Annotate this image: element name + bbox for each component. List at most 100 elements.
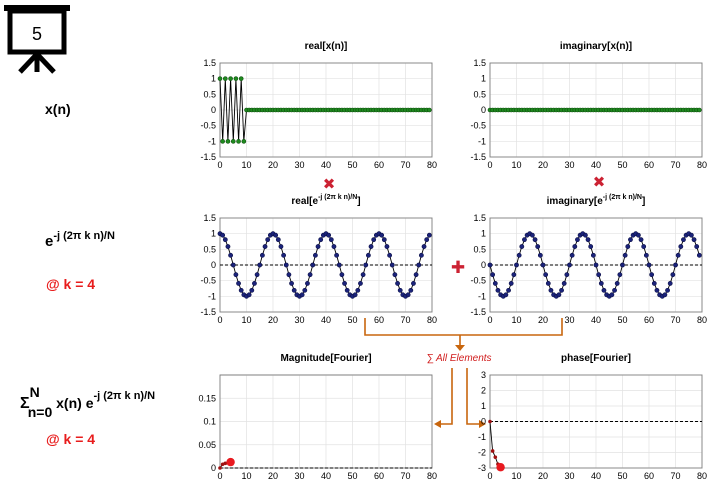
x-tick-label: 50	[617, 471, 627, 481]
data-point	[678, 244, 684, 249]
y-tick-label: 0	[211, 260, 216, 270]
data-point	[226, 457, 235, 467]
chart-title-main: phase[Fourier]	[561, 353, 631, 364]
x-tick-label: 70	[400, 160, 410, 170]
data-point	[646, 262, 652, 268]
data-point	[283, 262, 289, 268]
multiply-icon-1: ✖	[323, 175, 336, 193]
x-tick-label: 10	[511, 315, 521, 325]
data-point	[265, 237, 271, 243]
data-point	[222, 237, 228, 243]
data-point	[331, 244, 337, 249]
data-point	[365, 252, 371, 258]
data-point	[218, 466, 222, 470]
chart-imag-x: 1.510.50-0.5-1-1.50 10 20 30 40 50 60 70 80imagi…	[470, 41, 707, 170]
y-tick-label: -0.5	[200, 276, 216, 286]
data-point	[620, 262, 625, 268]
x-tick-label: 40	[591, 315, 601, 325]
data-point	[363, 262, 369, 268]
data-point	[259, 252, 265, 258]
chart-title: phase[Fourier]	[561, 353, 631, 364]
data-point	[273, 232, 279, 238]
data-point	[596, 272, 602, 278]
x-tick-label: 20	[268, 471, 278, 481]
y-tick-label: 0.1	[203, 417, 216, 427]
x-tick-label: 30	[294, 160, 304, 170]
data-point	[590, 252, 596, 258]
y-tick-label: 0.5	[203, 89, 216, 99]
x-tick-label: 60	[374, 160, 384, 170]
presentation-board-icon	[4, 5, 70, 74]
x-tick-label: 60	[644, 315, 654, 325]
data-point	[572, 244, 578, 249]
y-tick-label: 0	[481, 105, 486, 115]
x-tick-label: 0	[487, 471, 492, 481]
x-tick-label: 60	[374, 315, 384, 325]
data-point	[548, 287, 554, 293]
data-point	[614, 281, 620, 286]
x-tick-label: 30	[564, 160, 574, 170]
y-tick-label: -1	[478, 432, 486, 442]
data-point	[628, 237, 633, 243]
data-point	[681, 237, 686, 243]
row3-k-label: @ k = 4	[46, 431, 95, 447]
data-point	[384, 244, 390, 249]
x-tick-label: 10	[241, 315, 251, 325]
x-tick-label: 40	[321, 315, 331, 325]
data-point	[228, 76, 233, 81]
chart-real-exp: 1.510.50-0.5-1-1.50 10 20 30 40 50 60 70 80real[…	[200, 194, 437, 325]
data-point	[339, 272, 345, 278]
data-point	[220, 139, 225, 144]
arrowheads	[434, 345, 486, 428]
row2-label-base: e	[45, 233, 53, 250]
data-point	[545, 281, 551, 286]
data-point	[249, 287, 255, 293]
chart-real-x: 1.510.50-0.5-1-1.50 10 20 30 40 50 60 70 80real[…	[200, 41, 437, 170]
x-tick-label: 10	[511, 471, 521, 481]
data-point	[488, 419, 492, 424]
data-point	[537, 252, 543, 258]
data-point	[405, 292, 411, 298]
data-point	[638, 237, 644, 243]
row2-label-exp: -j (2π k n)/N	[53, 230, 115, 242]
multiply-icon-2: ✖	[593, 173, 606, 191]
chart-title-sup: -j (2π k n)/N	[318, 194, 357, 201]
chart-title-end: ]	[642, 196, 645, 207]
data-point	[217, 76, 223, 81]
y-tick-label: -2	[478, 448, 486, 458]
x-tick-label: 0	[217, 160, 222, 170]
x-tick-label: 40	[321, 160, 331, 170]
x-tick-label: 50	[347, 160, 357, 170]
y-tick-label: 0.5	[473, 244, 486, 254]
y-tick-label: -0.5	[200, 121, 216, 131]
data-point	[496, 463, 505, 472]
data-point	[289, 281, 294, 286]
x-tick-label: 80	[697, 160, 707, 170]
data-point	[413, 272, 419, 278]
data-point	[559, 287, 564, 293]
data-point	[299, 292, 305, 298]
data-point	[670, 272, 676, 278]
x-tick-label: 70	[670, 315, 680, 325]
data-point	[511, 272, 517, 278]
chart-title: real[e-j (2π k n)/N]	[291, 194, 360, 207]
x-tick-label: 10	[241, 471, 251, 481]
row3-exp: -j (2π k n)/N	[93, 390, 155, 402]
data-point	[689, 232, 694, 238]
data-point	[254, 272, 260, 278]
x-tick-label: 30	[294, 471, 304, 481]
x-tick-label: 80	[697, 471, 707, 481]
x-tick-label: 50	[347, 315, 357, 325]
y-tick-label: 0.5	[203, 244, 216, 254]
data-point	[506, 287, 511, 293]
x-tick-label: 20	[268, 315, 278, 325]
data-point	[503, 292, 509, 298]
row2-label: e-j (2π k n)/N	[45, 230, 115, 250]
y-tick-label: 3	[481, 370, 486, 380]
data-point	[426, 232, 432, 238]
data-point	[543, 272, 549, 278]
data-point	[556, 292, 562, 298]
x-tick-label: 20	[538, 471, 548, 481]
data-point	[641, 244, 647, 249]
data-point	[233, 272, 239, 278]
